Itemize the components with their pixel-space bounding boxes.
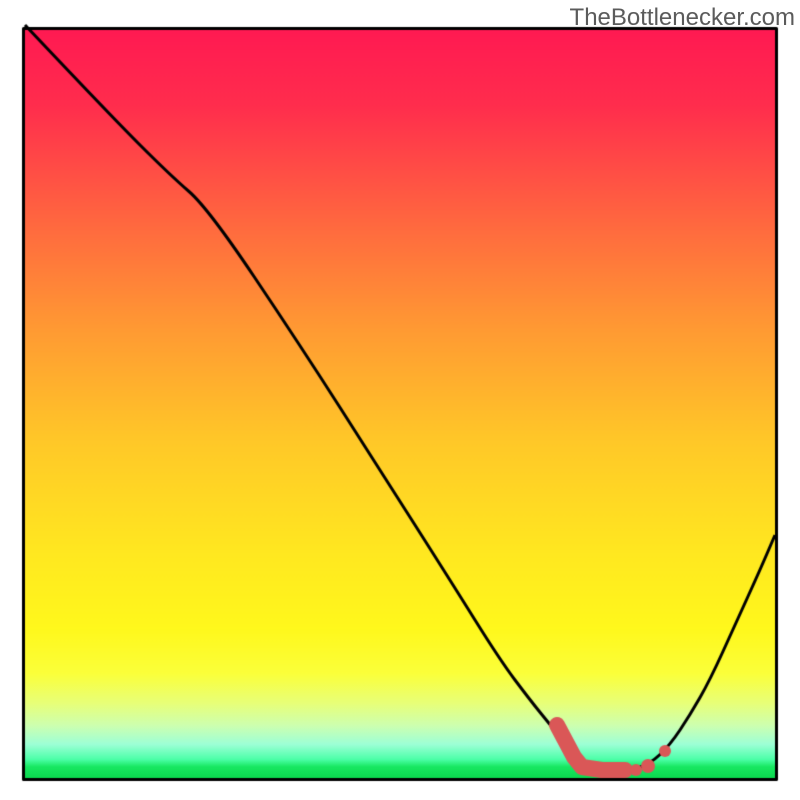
bottleneck-chart — [0, 0, 800, 800]
chart-container: TheBottlenecker.com — [0, 0, 800, 800]
watermark-text: TheBottlenecker.com — [570, 4, 795, 32]
